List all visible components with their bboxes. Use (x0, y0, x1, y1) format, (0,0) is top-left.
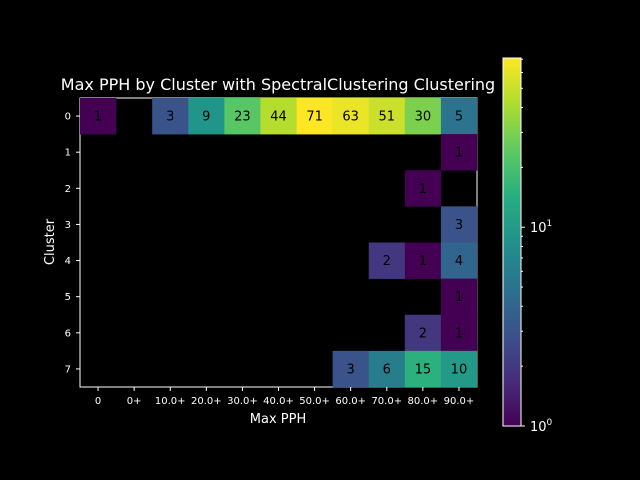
y-axis-ticks: 0 1 2 3 4 5 6 7 (65, 112, 80, 375)
cell-value-label: 4 (455, 254, 463, 269)
heatmap-cell (404, 350, 442, 388)
cell-value-label: 5 (455, 110, 463, 125)
cell-value-label: 23 (234, 110, 251, 125)
heatmap-cell (368, 242, 406, 279)
heatmap-cell (368, 350, 406, 388)
heatmap-cell (440, 206, 478, 243)
x-tick-label: 60.0+ (335, 396, 366, 407)
heatmap-cell (224, 98, 261, 135)
x-tick-label: 20.0+ (191, 396, 222, 407)
cell-value-label: 1 (455, 290, 463, 305)
cell-value-label: 2 (419, 326, 427, 341)
y-tick-label: 6 (65, 328, 71, 339)
x-tick-label: 10.0+ (155, 396, 186, 407)
y-tick-label: 2 (65, 184, 71, 195)
cell-value-label: 3 (166, 110, 174, 125)
heatmap-cell (260, 98, 297, 135)
heatmap-cell (404, 98, 442, 135)
cell-value-label: 6 (383, 362, 391, 377)
cell-value-label: 71 (306, 110, 323, 125)
cell-value-label: 44 (270, 110, 287, 125)
heatmap-cell (440, 350, 478, 388)
x-tick-label: 70.0+ (371, 396, 402, 407)
colorbar-tick-label: 101 (530, 219, 552, 236)
cell-value-label: 3 (347, 362, 355, 377)
x-tick-label: 0+ (127, 396, 142, 407)
x-tick-label: 0 (95, 396, 101, 407)
colorbar (502, 57, 522, 427)
cell-value-label: 1 (455, 326, 463, 341)
colorbar-tick-label: 100 (530, 418, 553, 435)
cell-value-label: 1 (419, 182, 427, 197)
heatmap-cell (440, 278, 478, 316)
chart-title: Max PPH by Cluster with SpectralClusteri… (61, 75, 495, 94)
x-tick-label: 40.0+ (263, 396, 294, 407)
heatmap-cell (440, 134, 478, 171)
cell-value-label: 51 (378, 110, 395, 125)
heatmap-cell (332, 98, 370, 135)
x-axis-label: Max PPH (250, 412, 306, 427)
cell-value-label: 1 (455, 146, 463, 161)
y-tick-label: 5 (65, 292, 71, 303)
x-axis-ticks: 0 0+ 10.0+ 20.0+ 30.0+ 40.0+ 50.0+ 60.0+ 70.0+ 80… (95, 387, 474, 407)
heatmap-cell (440, 98, 478, 135)
cell-value-label: 9 (202, 110, 210, 125)
cell-value-label: 15 (415, 362, 432, 377)
cell-value-label: 30 (415, 110, 432, 125)
x-tick-label: 80.0+ (408, 396, 439, 407)
heatmap-cell (188, 98, 225, 135)
heatmap-cell (404, 242, 442, 279)
y-tick-label: 0 (65, 112, 71, 123)
colorbar-ticks: 100 101 (521, 58, 553, 435)
cell-value-label: 2 (383, 254, 391, 269)
heatmap-cells (80, 98, 478, 388)
y-tick-label: 4 (65, 256, 71, 267)
heatmap-cell (368, 98, 406, 135)
cell-value-label: 10 (451, 362, 468, 377)
cell-value-label: 1 (94, 110, 102, 125)
y-tick-label: 3 (65, 220, 71, 231)
heatmap-cell (152, 98, 189, 135)
heatmap-cell (404, 170, 442, 207)
x-tick-label: 30.0+ (227, 396, 258, 407)
cell-value-label: 63 (342, 110, 359, 125)
y-tick-label: 1 (65, 148, 71, 159)
y-axis-label: Cluster (43, 218, 58, 265)
heatmap-cell (440, 242, 478, 279)
heatmap-cell (80, 98, 117, 135)
heatmap-cell (332, 350, 370, 388)
heatmap-cell (440, 314, 478, 352)
x-tick-label: 50.0+ (299, 396, 330, 407)
cell-value-label: 1 (419, 254, 427, 269)
heatmap-cell (296, 98, 333, 135)
heatmap-cell (404, 314, 442, 352)
x-tick-label: 90.0+ (444, 396, 475, 407)
y-tick-label: 7 (65, 364, 71, 375)
cell-value-label: 3 (455, 218, 463, 233)
